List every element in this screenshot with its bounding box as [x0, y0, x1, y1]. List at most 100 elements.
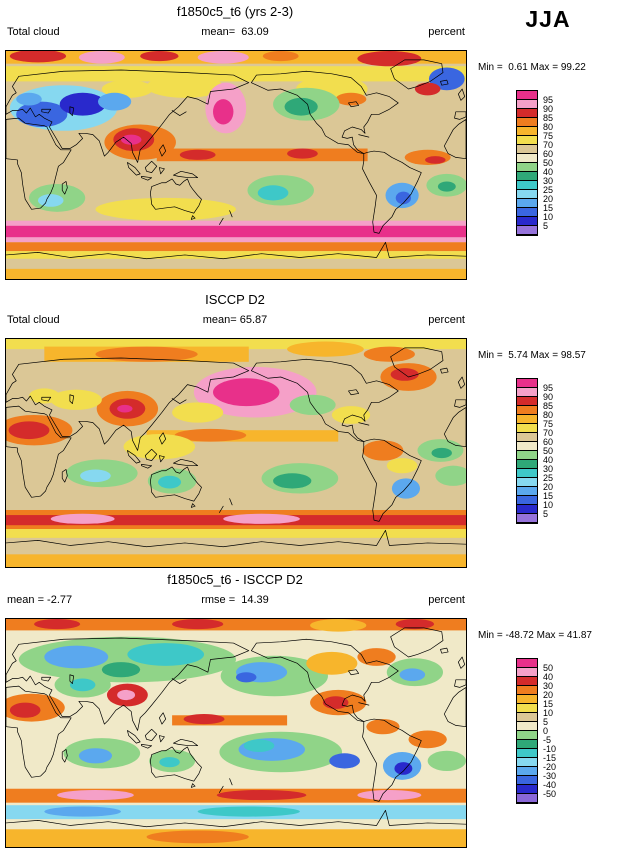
cloud-field-shape	[59, 92, 106, 116]
colorbar-tick-label: 50	[543, 663, 554, 673]
cloud-field-shape	[289, 394, 336, 415]
cloud-field-shape	[179, 149, 216, 160]
cloud-field-shape	[8, 421, 50, 440]
colorbar-tick-label: 50	[543, 446, 554, 456]
minmax-label: Min = 5.74 Max = 98.57	[478, 350, 586, 361]
cloud-field-shape	[57, 790, 134, 801]
colorbar-tick-label: 10	[543, 500, 554, 510]
cloud-field-shape	[78, 51, 125, 64]
cloud-field-shape	[172, 402, 224, 423]
colorbar-tick-label: -10	[543, 744, 557, 754]
colorbar-tick-label: -5	[543, 735, 552, 745]
units-label: percent	[428, 26, 465, 38]
colorbar-tick-label: -50	[543, 789, 557, 799]
colorbar-swatch	[517, 433, 537, 442]
cloud-field-shape	[6, 225, 466, 238]
cloud-field-shape	[16, 101, 68, 127]
cloud-field-shape	[329, 753, 360, 769]
cloud-field-shape	[363, 346, 415, 362]
colorbar-swatch	[517, 469, 537, 478]
minmax-label: Min = 0.61 Max = 99.22	[478, 62, 586, 73]
cloud-field-shape	[16, 92, 42, 106]
cloud-field-shape	[29, 388, 60, 404]
cloud-field-shape	[123, 434, 196, 460]
cloud-field-shape	[216, 790, 307, 801]
colorbar-tick-label: 40	[543, 455, 554, 465]
cloud-field-shape	[6, 268, 466, 279]
colorbar-swatch	[517, 767, 537, 776]
colorbar-tick-label: 70	[543, 140, 554, 150]
panel-subheader: Total cloud mean= 65.87 percent	[5, 314, 465, 328]
colorbar-tick-label: 5	[543, 717, 549, 727]
cloud-field-shape	[146, 75, 224, 98]
colorbar-tick-label: 15	[543, 699, 554, 709]
cloud-field-shape	[213, 99, 234, 125]
cloud-field-shape	[121, 134, 142, 145]
panel-subheader: mean = -2.77 rmse = 14.39 percent	[5, 594, 465, 608]
colorbar-swatch	[517, 397, 537, 406]
cloud-field-shape	[284, 97, 318, 116]
colorbar-tick-label: 5	[543, 221, 549, 231]
colorbar-swatch	[517, 154, 537, 163]
colorbar-tick-label: 15	[543, 491, 554, 501]
cloud-field-shape	[6, 529, 466, 538]
colorbar-swatch	[517, 758, 537, 767]
cloud-field-shape	[236, 672, 257, 683]
colorbar-tick-label: 30	[543, 464, 554, 474]
colorbar-swatch	[517, 659, 537, 668]
colorbar-tick-label: 75	[543, 419, 554, 429]
colorbar-tick-label: -15	[543, 753, 557, 763]
variable-label: Total cloud	[7, 314, 60, 326]
mean-label: mean= 63.09	[201, 26, 269, 38]
cloud-field-shape	[399, 668, 426, 682]
colorbar-swatch	[517, 226, 537, 235]
cloud-field-shape	[437, 181, 456, 192]
cloud-field-shape	[414, 82, 441, 96]
colorbar-swatch	[517, 379, 537, 388]
colorbar-tick-label: 60	[543, 149, 554, 159]
cloud-field-shape	[404, 149, 451, 165]
colorbar-tick-label: 40	[543, 167, 554, 177]
cloud-field-shape	[223, 513, 300, 524]
colorbar-tick-label: 85	[543, 401, 554, 411]
colorbar-tick-label: -30	[543, 771, 557, 781]
cloud-field-shape	[213, 378, 280, 407]
cloud-field-shape	[146, 830, 249, 844]
colorbar-swatch	[517, 451, 537, 460]
cloud-field-shape	[306, 651, 358, 675]
cloud-field-shape	[262, 51, 299, 62]
season-label: JJA	[525, 6, 571, 32]
colorbar-swatch	[517, 731, 537, 740]
colorbar-swatch	[517, 668, 537, 677]
colorbar-obs: 95 90 85 80 75 70 60 50 40 30 25 20 15 10 5	[516, 378, 553, 524]
cloud-field-shape	[427, 750, 466, 771]
colorbar-tick-label: 80	[543, 410, 554, 420]
cloud-field-shape	[287, 148, 318, 159]
colorbar-tick-label: -40	[543, 780, 557, 790]
cloud-field-shape	[44, 645, 109, 669]
colorbar-swatch	[517, 208, 537, 217]
cloud-field-shape	[331, 406, 371, 424]
cloud-field-shape	[435, 465, 466, 486]
cloud-field-shape	[127, 643, 205, 666]
units-label: percent	[428, 594, 465, 606]
cloud-field-shape	[197, 51, 249, 64]
colorbar-tick-label: 10	[543, 708, 554, 718]
colorbar-tick-label: 60	[543, 437, 554, 447]
colorbar-swatch	[517, 749, 537, 758]
cloud-field-shape	[366, 719, 400, 735]
cloud-field-shape	[386, 458, 418, 474]
colorbar-tick-label: 70	[543, 428, 554, 438]
cloud-field-shape	[431, 447, 452, 459]
colorbar-swatch	[517, 496, 537, 505]
cloud-field-shape	[257, 185, 289, 201]
colorbar-difference: 50 40 30 20 15 10 5 0 -5 -10 -15 -20 -30 -40 -50	[516, 658, 556, 804]
colorbar-swatch	[517, 478, 537, 487]
cloud-field-shape	[98, 92, 132, 111]
cloud-field-shape	[6, 619, 466, 631]
colorbar-swatch	[517, 514, 537, 523]
cloud-field-shape	[6, 554, 466, 567]
cloud-field-shape	[50, 389, 102, 410]
cloud-field-shape	[117, 689, 136, 701]
colorbar-swatch	[517, 695, 537, 704]
